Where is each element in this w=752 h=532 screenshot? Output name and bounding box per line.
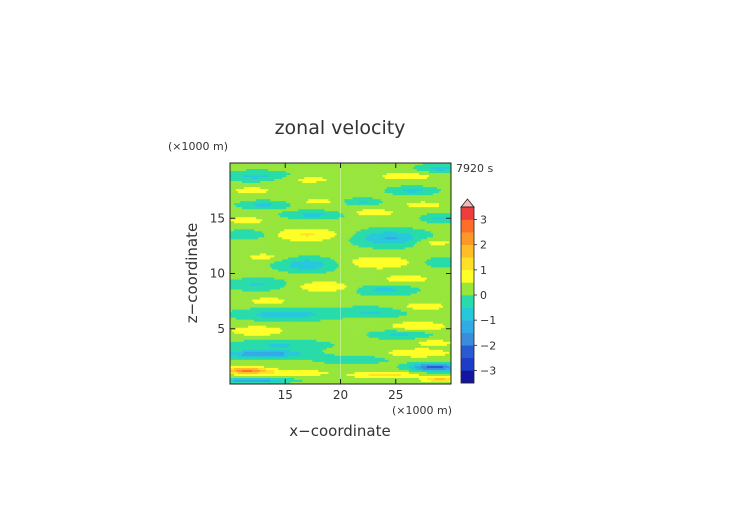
y-tick-label: 15 bbox=[210, 211, 225, 225]
colorbar-swatch bbox=[461, 219, 474, 233]
colorbar-swatch bbox=[461, 282, 474, 296]
x-tick-label: 15 bbox=[278, 388, 293, 402]
colorbar-extend-arrow bbox=[460, 198, 475, 208]
colorbar-swatch bbox=[461, 257, 474, 271]
colorbar-swatch bbox=[461, 307, 474, 321]
y-unit-label: (×1000 m) bbox=[168, 140, 228, 153]
colorbar-tick-label: 1 bbox=[480, 264, 487, 277]
x-unit-label: (×1000 m) bbox=[392, 404, 452, 417]
colorbar-swatch bbox=[461, 357, 474, 371]
colorbar-tick-label: −1 bbox=[480, 314, 496, 327]
colorbar-swatch bbox=[461, 332, 474, 346]
y-tick-label: 10 bbox=[210, 267, 225, 281]
colorbar-swatch bbox=[461, 295, 474, 308]
colorbar-tick-label: 3 bbox=[480, 214, 487, 227]
x-axis: 15 20 25 bbox=[278, 163, 403, 402]
x-axis-label: x−coordinate bbox=[289, 422, 390, 440]
x-tick-label: 20 bbox=[333, 388, 348, 402]
colorbar-swatch bbox=[461, 207, 474, 220]
colorbar-tick-label: 2 bbox=[480, 239, 487, 252]
colorbar-tick-label: −3 bbox=[480, 364, 496, 377]
y-tick-label: 5 bbox=[217, 322, 225, 336]
time-label: 7920 s bbox=[456, 162, 493, 175]
colorbar-swatch bbox=[461, 320, 474, 334]
y-axis: 5 10 15 bbox=[210, 211, 451, 336]
colorbar: −3 −2 −1 0 1 2 3 bbox=[460, 198, 496, 384]
colorbar-swatch bbox=[461, 232, 474, 246]
colorbar-swatch bbox=[461, 269, 474, 283]
colorbar-tick-label: −2 bbox=[480, 339, 496, 352]
colorbar-swatch bbox=[461, 244, 474, 258]
chart-title: zonal velocity bbox=[275, 117, 406, 139]
contour-field bbox=[230, 163, 452, 385]
colorbar-tick-label: 0 bbox=[480, 289, 487, 302]
colorbar-swatch bbox=[461, 370, 474, 384]
y-axis-label: z−coordinate bbox=[183, 223, 201, 323]
colorbar-swatch bbox=[461, 345, 474, 359]
x-tick-label: 25 bbox=[388, 388, 403, 402]
